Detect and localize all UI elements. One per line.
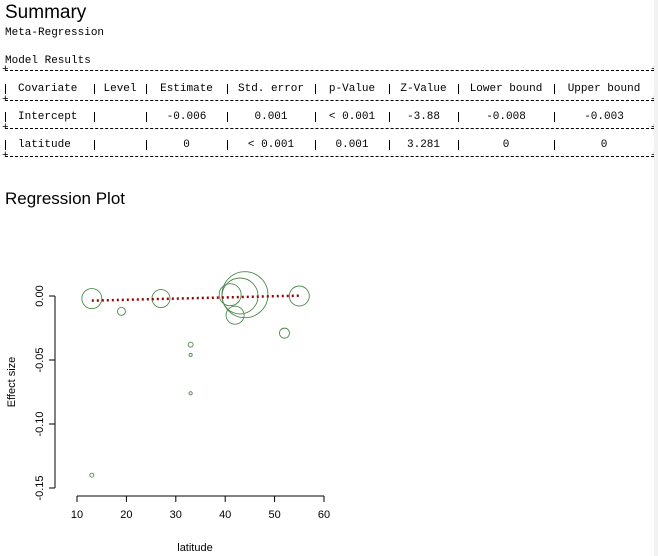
x-tick-label: 10 xyxy=(71,509,83,521)
table-column-divider xyxy=(227,112,228,122)
table-header-cell: Level xyxy=(103,83,137,95)
table-header-cell: Estimate xyxy=(160,83,213,95)
regression-line xyxy=(91,294,300,302)
table-header-cell: Z-Value xyxy=(400,83,447,95)
table-cell: Intercept xyxy=(18,111,78,123)
table-column-divider xyxy=(227,140,228,150)
y-tick-label: -0.10 xyxy=(34,411,46,436)
table-header-cell: Lower bound xyxy=(469,83,543,95)
table-rule xyxy=(5,100,654,101)
data-point xyxy=(218,283,242,307)
data-point xyxy=(279,327,290,339)
y-tick-label: -0.05 xyxy=(34,347,46,372)
data-point xyxy=(221,271,269,319)
table-rule xyxy=(5,70,654,71)
table-cell: -3.88 xyxy=(406,111,441,123)
table-column-divider xyxy=(5,140,6,150)
table-column-divider xyxy=(315,84,316,94)
y-tick-label: 0.00 xyxy=(34,285,46,306)
data-point xyxy=(288,285,310,307)
table-column-divider xyxy=(94,140,95,150)
x-tick-label: 60 xyxy=(318,509,330,521)
table-cell: 0.001 xyxy=(335,139,369,151)
table-column-divider xyxy=(458,84,459,94)
regression-chart: 10 20 30 40 50 60 latitude 0.00 -0.05 -0.10 -0.15 E… xyxy=(6,271,330,554)
table-column-divider xyxy=(146,140,147,150)
data-point xyxy=(89,472,95,478)
table-header-cell: Covariate xyxy=(18,83,78,95)
table-corner: + xyxy=(2,64,9,76)
table-column-divider xyxy=(554,112,555,122)
data-point xyxy=(81,288,103,310)
data-point xyxy=(188,352,193,357)
regression-plot-title: Regression Plot xyxy=(5,189,126,208)
table-column-divider xyxy=(5,112,6,122)
table-cell: 0 xyxy=(600,139,608,151)
x-tick-label: 30 xyxy=(170,509,182,521)
table-cell: -0.006 xyxy=(166,111,207,123)
table-header-cell: Upper bound xyxy=(567,83,641,95)
table-cell: < 0.001 xyxy=(247,139,295,151)
table-column-divider xyxy=(315,140,316,150)
table-cell: < 0.001 xyxy=(328,111,376,123)
table-column-divider xyxy=(389,112,390,122)
table-cell: latitude xyxy=(18,139,71,151)
data-point xyxy=(117,306,126,316)
y-tick-label: -0.15 xyxy=(34,475,46,500)
table-column-divider xyxy=(5,84,6,94)
table-rule xyxy=(5,156,654,157)
table-column-divider xyxy=(389,84,390,94)
table-corner: + xyxy=(2,150,9,162)
table-column-divider xyxy=(315,112,316,122)
table-column-divider xyxy=(458,112,459,122)
table-cell: 0 xyxy=(502,139,510,151)
table-cell: -0.008 xyxy=(486,111,526,123)
table-cell: 0.001 xyxy=(254,111,288,123)
table-rule xyxy=(5,128,654,129)
table-column-divider xyxy=(146,84,147,94)
table-column-divider xyxy=(146,112,147,122)
table-column-divider xyxy=(94,84,95,94)
table-cell: 3.281 xyxy=(406,139,441,151)
y-axis-label: Effect size xyxy=(6,357,18,408)
x-tick-label: 20 xyxy=(120,509,132,521)
data-point xyxy=(225,305,245,325)
table-column-divider xyxy=(458,140,459,150)
x-tick-label: 40 xyxy=(219,509,231,521)
table-column-divider xyxy=(389,140,390,150)
table-column-divider xyxy=(554,84,555,94)
table-corner: + xyxy=(2,94,9,106)
table-header-cell: Std. error xyxy=(237,83,305,95)
table-corner: + xyxy=(2,122,9,134)
x-tick-label: 50 xyxy=(268,509,280,521)
table-column-divider xyxy=(94,112,95,122)
model-results-label: Model Results xyxy=(5,55,91,67)
table-cell: 0 xyxy=(183,139,190,151)
summary-title: Summary xyxy=(5,2,87,23)
x-axis-label: latitude xyxy=(177,542,212,554)
summary-subtitle: Meta-Regression xyxy=(5,27,105,39)
scrollbar-track[interactable] xyxy=(654,0,658,556)
data-point xyxy=(188,391,193,396)
data-point xyxy=(187,341,194,348)
table-column-divider xyxy=(554,140,555,150)
table-column-divider xyxy=(227,84,228,94)
table-header-cell: p-Value xyxy=(328,83,376,95)
table-cell: -0.003 xyxy=(584,111,624,123)
